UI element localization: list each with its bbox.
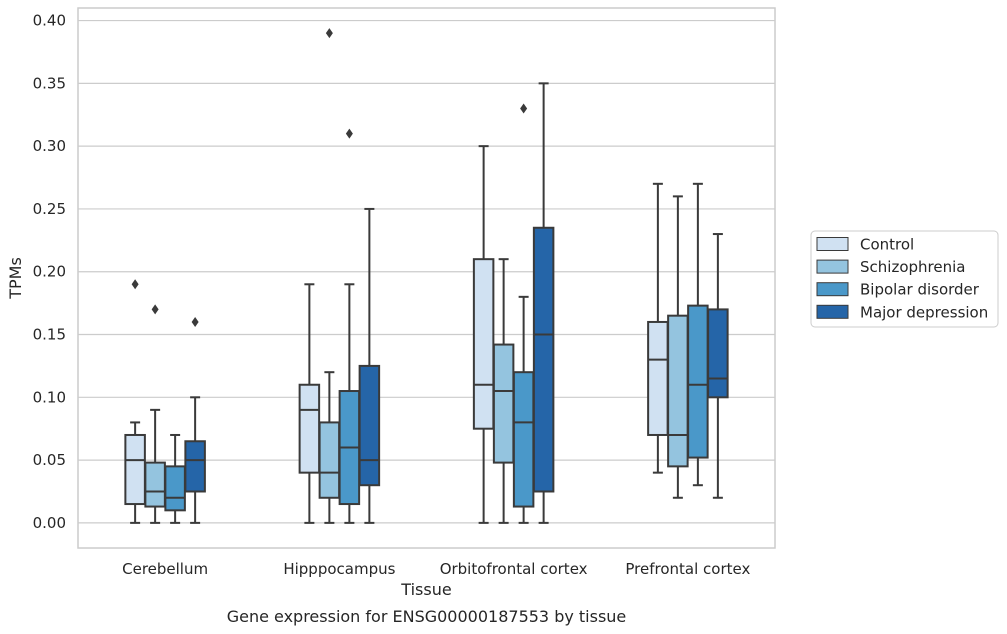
box-0-2 [164,433,186,524]
box-plots [124,28,729,524]
legend-swatch [816,259,849,274]
y-tick-label: 0.00 [33,514,66,532]
legend-label: Schizophrenia [860,258,965,276]
y-tick-label: 0.20 [33,263,66,281]
box-3-3 [707,233,729,499]
outlier-point [345,128,353,139]
legend-label: Control [860,236,914,254]
y-tick-label: 0.15 [33,326,66,344]
box-1-2 [338,128,361,524]
y-tick-label: 0.40 [33,12,66,30]
legend-label: Bipolar disorder [860,281,980,299]
outlier-point [191,316,199,327]
x-tick-label: Prefrontal cortex [625,560,750,578]
legend-frame [810,230,999,328]
x-tick-label: Hipppocampus [283,560,395,578]
box-rect [124,433,146,506]
outlier-point [325,28,333,39]
box-0-1 [144,304,166,524]
y-axis-label: TPMs [6,257,25,300]
x-tick-label: Cerebellum [122,560,208,578]
box-rect [532,226,555,493]
chart-caption: Gene expression for ENSG00000187553 by t… [227,607,627,626]
box-rect [318,421,341,499]
y-tick-label: 0.10 [33,388,66,406]
box-rect [687,304,709,459]
x-tick-labels: Cerebellum Hipppocampus Orbitofrontal cort… [122,560,750,578]
legend-swatch [816,304,849,319]
y-tick-label: 0.35 [33,74,66,92]
x-axis-label: Tissue [400,580,451,599]
box-rect [184,440,206,493]
legend-label: Major depression [860,303,988,321]
y-tick-label: 0.30 [33,137,66,155]
box-rect [144,461,166,508]
outlier-point [520,103,528,114]
box-3-0 [647,182,669,474]
outlier-point [151,304,159,315]
box-1-3 [358,207,381,524]
box-1-1 [318,28,341,524]
box-rect [492,343,515,464]
legend-swatch [816,282,849,297]
box-rect [667,314,689,468]
x-tick-label: Orbitofrontal cortex [440,560,588,578]
y-tick-label: 0.25 [33,200,66,218]
box-rect [512,371,535,508]
y-tick-labels: 0.00 0.05 0.10 0.15 0.20 0.25 0.30 0.35 0.40 [33,12,66,532]
box-1-0 [298,283,321,524]
box-rect [358,364,381,487]
box-rect [164,465,186,512]
legend-swatch [816,237,849,251]
outlier-point [131,279,139,290]
box-rect [298,383,321,474]
box-0-0 [124,279,146,524]
legend: Control Schizophrenia Bipolar disorder Majo… [810,230,999,328]
box-rect [472,258,495,430]
box-3-1 [667,195,689,499]
box-2-3 [532,82,555,524]
box-0-3 [184,316,206,524]
box-rect [707,308,729,399]
y-tick-label: 0.05 [33,451,66,469]
box-rect [647,320,669,436]
